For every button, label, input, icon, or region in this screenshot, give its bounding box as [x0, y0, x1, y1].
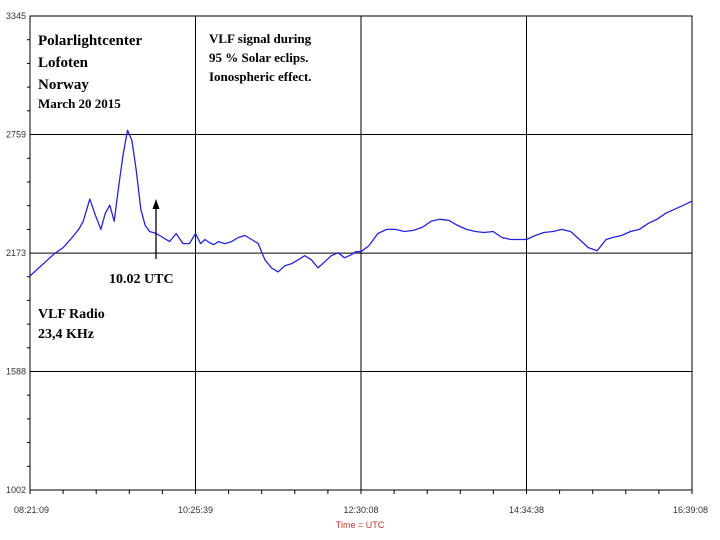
x-tick-label: 08:21:09: [14, 505, 49, 515]
y-tick-label: 2173: [6, 248, 26, 258]
station-line-1: Polarlightcenter: [38, 33, 142, 49]
peak-arrow-head: [152, 199, 160, 209]
y-tick-label: 1002: [6, 485, 26, 495]
x-tick-label: 10:25:39: [178, 505, 213, 515]
series-line-vlf: [29, 129, 693, 277]
x-axis-label: Time = UTC: [336, 520, 385, 530]
station-line-2: Lofoten: [38, 55, 89, 71]
y-axis-ticks: 1002 1588 2173 2759 3345: [6, 11, 30, 495]
radio-line-1: VLF Radio: [38, 307, 105, 322]
x-axis-ticks: 08:21:09 10:25:39 12:30:08 14:34:38 16:39:08: [14, 490, 708, 515]
radio-line-2: 23,4 KHz: [38, 327, 94, 342]
peak-label: 10.02 UTC: [109, 272, 174, 287]
station-date: March 20 2015: [38, 96, 121, 111]
event-line-1: VLF signal during: [209, 31, 312, 46]
x-tick-label: 14:34:38: [509, 505, 544, 515]
x-tick-label: 16:39:08: [673, 505, 708, 515]
series-group: [29, 129, 693, 277]
y-tick-label: 3345: [6, 11, 26, 21]
event-line-3: Ionospheric effect.: [209, 69, 312, 84]
grid-lines: [29, 15, 693, 491]
station-line-3: Norway: [38, 77, 89, 93]
event-line-2: 95 % Solar eclips.: [209, 50, 308, 65]
y-tick-label: 1588: [6, 366, 26, 376]
y-tick-label: 2759: [6, 130, 26, 140]
x-tick-label: 12:30:08: [343, 505, 378, 515]
